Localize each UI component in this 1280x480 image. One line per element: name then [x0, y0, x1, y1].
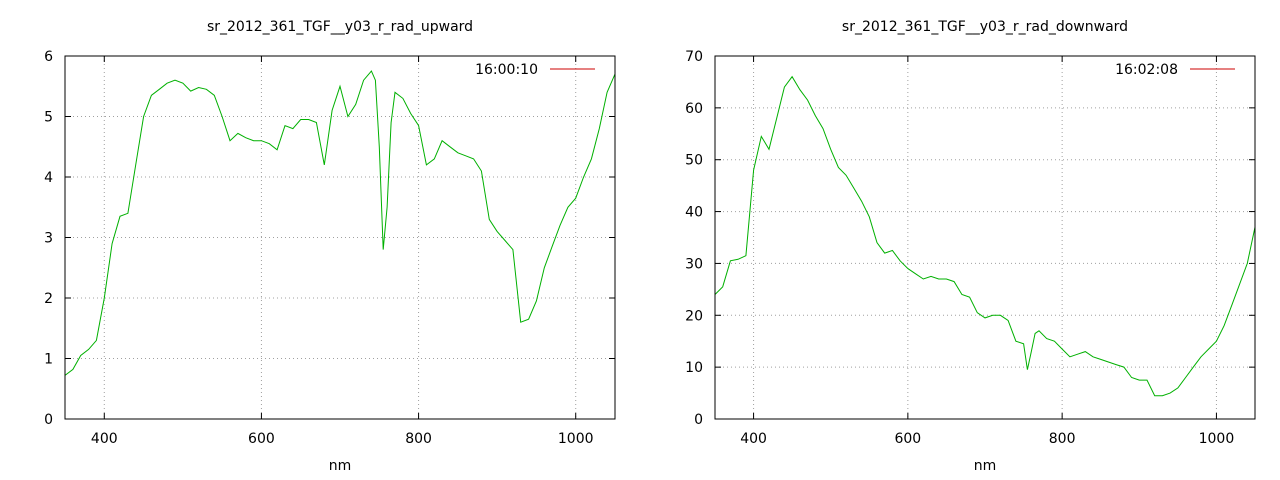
chart-2-y-tick-label-3: 30	[685, 256, 703, 272]
chart-1-y-tick-label-2: 2	[44, 291, 53, 307]
chart-1-y-tick-label-5: 5	[44, 110, 53, 126]
chart-1-series-line-0	[64, 70, 616, 376]
chart-1-y-tick-label-6: 6	[44, 49, 53, 65]
chart-2-x-axis-label: nm	[974, 458, 997, 474]
chart-1-y-tick-label-3: 3	[44, 231, 53, 247]
chart-2-x-tick-label-3: 1000	[1199, 431, 1235, 447]
chart-1-x-tick-label-3: 1000	[558, 431, 594, 447]
chart-2-x-tick-label-0: 400	[740, 431, 767, 447]
chart-2-y-tick-label-4: 40	[685, 205, 703, 221]
chart-1-plot-frame	[64, 55, 616, 420]
chart-1-title: sr_2012_361_TGF__y03_r_rad_upward	[207, 19, 473, 35]
chart-2-y-tick-label-7: 70	[685, 49, 703, 65]
chart-1-x-tick-label-0: 400	[91, 431, 118, 447]
chart-1-y-tick-label-0: 0	[44, 412, 53, 428]
chart-2-plot-frame	[714, 55, 1256, 420]
chart-2-y-tick-label-1: 10	[685, 360, 703, 376]
chart-2-legend-label-0: 16:02:08	[1115, 62, 1178, 78]
chart-2-y-tick-label-5: 50	[685, 153, 703, 169]
chart-1-legend-label-0: 16:00:10	[475, 62, 538, 78]
chart-1-x-tick-label-1: 600	[248, 431, 275, 447]
chart-2-y-tick-label-2: 20	[685, 308, 703, 324]
chart-2-title: sr_2012_361_TGF__y03_r_rad_downward	[842, 19, 1128, 35]
chart-1-x-axis-label: nm	[329, 458, 352, 474]
chart-1-y-tick-label-4: 4	[44, 170, 53, 186]
chart-2-series-line-0	[714, 75, 1256, 397]
chart-2-y-tick-label-0: 0	[694, 412, 703, 428]
chart-2-x-tick-label-2: 800	[1049, 431, 1076, 447]
chart-1-x-tick-label-2: 800	[405, 431, 432, 447]
chart-1-y-tick-label-1: 1	[44, 352, 53, 368]
chart-2-y-tick-label-6: 60	[685, 101, 703, 117]
chart-2-x-tick-label-1: 600	[894, 431, 921, 447]
